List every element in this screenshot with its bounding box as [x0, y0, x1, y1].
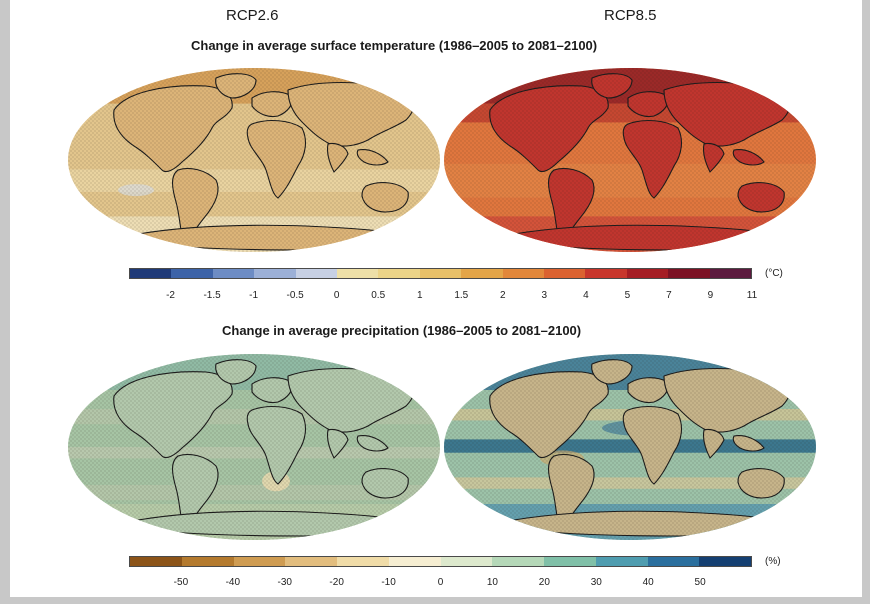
- colorbar-tick-label: -0.5: [286, 290, 304, 301]
- colorbar-tick-label: 0: [333, 290, 340, 301]
- precipitation-unit: (%): [765, 556, 781, 567]
- colorbar-swatch: [544, 557, 596, 566]
- colorbar-tick-label: 10: [486, 577, 498, 588]
- colorbar-tick-label: -30: [277, 577, 292, 588]
- colorbar-tick-label: 0.5: [371, 290, 386, 301]
- colorbar-swatch: [233, 557, 286, 566]
- colorbar-swatch: [699, 557, 751, 566]
- rcp26-temperature-map: [68, 68, 440, 252]
- colorbar-swatch: [181, 557, 234, 566]
- colorbar-swatch: [285, 557, 337, 566]
- colorbar-swatch: [709, 269, 752, 278]
- scenario-header-rcp85: RCP8.5: [604, 7, 657, 24]
- colorbar-tick-label: 1.5: [454, 290, 469, 301]
- temperature-unit: (°C): [765, 268, 783, 279]
- colorbar-swatch: [461, 269, 503, 278]
- colorbar-tick-label: -50: [173, 577, 189, 588]
- rcp26-precipitation-map: [68, 354, 440, 540]
- colorbar-swatch: [130, 269, 172, 278]
- temperature-title: Change in average surface temperature (1…: [191, 38, 598, 53]
- colorbar-tick-label: 7: [666, 290, 672, 301]
- colorbar-tick-label: -20: [329, 577, 344, 588]
- colorbar-tick-label: 50: [694, 577, 706, 588]
- colorbar-tick-label: 5: [624, 290, 631, 301]
- colorbar-tick-label: 40: [642, 577, 654, 588]
- colorbar-swatch: [647, 557, 700, 566]
- colorbar-tick-label: -1.5: [203, 290, 221, 301]
- colorbar-tick-label: -2: [166, 290, 175, 301]
- colorbar-tick-label: -10: [381, 577, 396, 588]
- colorbar-swatch: [378, 269, 420, 278]
- colorbar-tick-label: 9: [707, 290, 714, 301]
- colorbar-tick-label: -40: [225, 577, 241, 588]
- temperature-colorbar: [129, 268, 752, 279]
- colorbar-swatch: [626, 269, 669, 278]
- precipitation-title: Change in average precipitation (1986–20…: [222, 323, 582, 338]
- colorbar-tick-label: -1: [249, 290, 259, 301]
- colorbar-swatch: [295, 269, 338, 278]
- colorbar-swatch: [544, 269, 586, 278]
- colorbar-swatch: [502, 269, 545, 278]
- colorbar-tick-label: 3: [541, 290, 548, 301]
- colorbar-swatch: [130, 557, 182, 566]
- colorbar-swatch: [337, 269, 379, 278]
- colorbar-tick-label: 11: [746, 290, 758, 301]
- colorbar-tick-label: 30: [590, 577, 602, 588]
- colorbar-swatch: [212, 269, 255, 278]
- colorbar-swatch: [440, 557, 493, 566]
- rcp85-precipitation-map: [444, 354, 816, 540]
- colorbar-swatch: [668, 269, 710, 278]
- colorbar-swatch: [171, 269, 213, 278]
- scenario-header-rcp26: RCP2.6: [226, 7, 279, 24]
- colorbar-tick-label: 0: [437, 577, 444, 588]
- colorbar-tick-label: 2: [500, 290, 506, 301]
- colorbar-swatch: [419, 269, 462, 278]
- colorbar-swatch: [595, 557, 648, 566]
- colorbar-swatch: [254, 269, 296, 278]
- colorbar-swatch: [337, 557, 389, 566]
- colorbar-tick-label: 20: [538, 577, 550, 588]
- colorbar-swatch: [585, 269, 627, 278]
- rcp85-temperature-map: [444, 68, 816, 252]
- colorbar-tick-label: 1: [416, 290, 423, 301]
- precipitation-colorbar: [129, 556, 752, 567]
- colorbar-swatch: [388, 557, 441, 566]
- colorbar-swatch: [492, 557, 544, 566]
- colorbar-tick-label: 4: [583, 290, 589, 301]
